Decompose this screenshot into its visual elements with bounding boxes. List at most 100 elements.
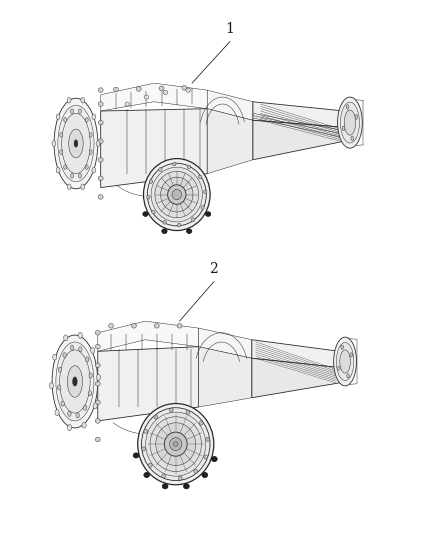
Ellipse shape (178, 476, 182, 480)
Ellipse shape (338, 366, 340, 370)
Ellipse shape (159, 167, 162, 171)
Ellipse shape (85, 118, 88, 122)
Polygon shape (207, 90, 253, 120)
Ellipse shape (95, 437, 100, 442)
Ellipse shape (95, 382, 100, 386)
Ellipse shape (95, 330, 100, 335)
Ellipse shape (164, 432, 187, 456)
Ellipse shape (162, 484, 168, 489)
Ellipse shape (334, 337, 357, 386)
Ellipse shape (79, 346, 82, 352)
Ellipse shape (156, 423, 196, 465)
Ellipse shape (125, 102, 130, 106)
Ellipse shape (67, 425, 72, 431)
Ellipse shape (172, 189, 181, 200)
Ellipse shape (62, 114, 90, 174)
Ellipse shape (73, 377, 77, 386)
Ellipse shape (143, 212, 148, 216)
Ellipse shape (67, 184, 71, 190)
Ellipse shape (89, 373, 92, 378)
Polygon shape (101, 83, 207, 111)
Ellipse shape (182, 85, 187, 90)
Polygon shape (252, 340, 339, 368)
Ellipse shape (162, 229, 167, 233)
Ellipse shape (85, 357, 89, 362)
Ellipse shape (78, 333, 82, 338)
Ellipse shape (155, 171, 199, 218)
Ellipse shape (177, 324, 182, 328)
Ellipse shape (109, 324, 113, 328)
Ellipse shape (95, 400, 100, 405)
Ellipse shape (154, 415, 158, 419)
Ellipse shape (346, 104, 349, 109)
Ellipse shape (144, 429, 148, 433)
Ellipse shape (204, 455, 208, 459)
Ellipse shape (199, 421, 203, 425)
Ellipse shape (161, 177, 193, 212)
Ellipse shape (159, 86, 164, 91)
Ellipse shape (148, 463, 152, 467)
Ellipse shape (212, 456, 217, 462)
Ellipse shape (147, 163, 206, 226)
Ellipse shape (91, 348, 95, 353)
Ellipse shape (67, 366, 82, 397)
Ellipse shape (344, 110, 356, 135)
Ellipse shape (96, 374, 100, 381)
Ellipse shape (60, 133, 63, 137)
Ellipse shape (96, 141, 100, 146)
Ellipse shape (98, 102, 103, 107)
Ellipse shape (95, 418, 100, 423)
Ellipse shape (136, 86, 141, 91)
Ellipse shape (340, 102, 360, 143)
Ellipse shape (67, 98, 71, 103)
Ellipse shape (177, 223, 181, 227)
Ellipse shape (82, 422, 86, 428)
Ellipse shape (64, 118, 67, 122)
Polygon shape (252, 358, 339, 398)
Ellipse shape (98, 88, 103, 92)
Ellipse shape (92, 114, 96, 119)
Polygon shape (253, 120, 344, 160)
Ellipse shape (205, 212, 211, 216)
Ellipse shape (338, 97, 362, 148)
Ellipse shape (92, 167, 96, 173)
Ellipse shape (61, 401, 64, 406)
Ellipse shape (173, 162, 176, 166)
Ellipse shape (191, 218, 195, 222)
Ellipse shape (98, 157, 103, 162)
Ellipse shape (81, 184, 85, 190)
Ellipse shape (81, 98, 85, 103)
Ellipse shape (98, 139, 103, 143)
Ellipse shape (58, 105, 94, 182)
Ellipse shape (162, 474, 166, 478)
Ellipse shape (168, 185, 186, 204)
Ellipse shape (194, 469, 198, 473)
Ellipse shape (95, 363, 100, 368)
Ellipse shape (163, 221, 166, 224)
Ellipse shape (52, 141, 56, 146)
Ellipse shape (68, 411, 71, 416)
Ellipse shape (55, 409, 59, 416)
Polygon shape (198, 328, 252, 358)
Ellipse shape (69, 129, 83, 158)
Ellipse shape (64, 335, 68, 341)
Ellipse shape (113, 87, 118, 92)
Ellipse shape (89, 150, 92, 155)
Ellipse shape (78, 173, 81, 178)
Ellipse shape (152, 211, 155, 214)
Ellipse shape (141, 408, 210, 481)
Ellipse shape (146, 412, 206, 476)
Polygon shape (253, 102, 344, 127)
Ellipse shape (170, 408, 173, 412)
Ellipse shape (56, 342, 94, 421)
Ellipse shape (186, 88, 191, 92)
Ellipse shape (351, 136, 353, 141)
Ellipse shape (60, 350, 90, 413)
Ellipse shape (93, 403, 97, 409)
Ellipse shape (173, 442, 178, 447)
Ellipse shape (71, 173, 74, 178)
Polygon shape (207, 109, 253, 174)
Ellipse shape (163, 91, 168, 94)
Ellipse shape (74, 140, 78, 147)
Ellipse shape (98, 195, 103, 199)
